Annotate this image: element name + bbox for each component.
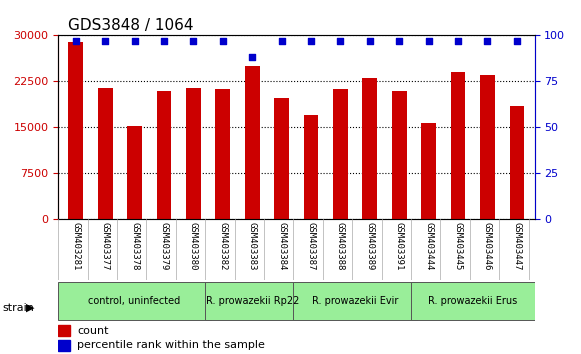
FancyBboxPatch shape [205, 282, 299, 320]
Bar [451, 72, 465, 219]
Point [248, 55, 257, 60]
Point [189, 38, 198, 44]
Text: control, uninfected: control, uninfected [88, 296, 181, 306]
Text: GSM403383: GSM403383 [248, 222, 257, 271]
Text: percentile rank within the sample: percentile rank within the sample [77, 341, 265, 350]
Bar [58, 340, 70, 351]
Point [483, 38, 492, 44]
Text: GSM403384: GSM403384 [277, 222, 286, 271]
Bar [274, 98, 289, 219]
Bar [333, 89, 348, 219]
Bar [392, 91, 407, 219]
Text: R. prowazekii Rp22: R. prowazekii Rp22 [206, 296, 299, 306]
Point [71, 38, 80, 44]
Bar [510, 106, 524, 219]
Text: GSM403447: GSM403447 [512, 222, 521, 271]
FancyBboxPatch shape [411, 282, 535, 320]
Bar [186, 87, 200, 219]
Text: GSM403389: GSM403389 [365, 222, 374, 271]
Point [394, 38, 404, 44]
Point [424, 38, 433, 44]
Text: GSM403380: GSM403380 [189, 222, 198, 271]
Text: GDS3848 / 1064: GDS3848 / 1064 [67, 18, 193, 33]
Text: GSM403445: GSM403445 [454, 222, 462, 271]
Bar [69, 41, 83, 219]
Text: GSM403388: GSM403388 [336, 222, 345, 271]
Text: strain: strain [3, 303, 35, 313]
Bar [157, 91, 171, 219]
Point [277, 38, 286, 44]
FancyBboxPatch shape [293, 282, 417, 320]
Text: GSM403387: GSM403387 [307, 222, 315, 271]
Bar [304, 115, 318, 219]
FancyBboxPatch shape [58, 282, 211, 320]
Text: GSM403281: GSM403281 [71, 222, 80, 271]
Point [365, 38, 375, 44]
Point [336, 38, 345, 44]
Text: R. prowazekii Evir: R. prowazekii Evir [312, 296, 399, 306]
Bar [363, 78, 377, 219]
Point [306, 38, 315, 44]
Point [218, 38, 227, 44]
Text: count: count [77, 326, 109, 336]
Bar [245, 66, 260, 219]
Bar [58, 325, 70, 336]
Text: GSM403444: GSM403444 [424, 222, 433, 271]
Bar [421, 122, 436, 219]
Bar [127, 126, 142, 219]
Text: R. prowazekii Erus: R. prowazekii Erus [428, 296, 518, 306]
Bar [216, 89, 230, 219]
Text: ▶: ▶ [26, 303, 35, 313]
Point [159, 38, 168, 44]
Point [101, 38, 110, 44]
Point [512, 38, 522, 44]
Text: GSM403446: GSM403446 [483, 222, 492, 271]
Text: GSM403379: GSM403379 [159, 222, 168, 271]
Bar [480, 75, 495, 219]
Point [130, 38, 139, 44]
Text: GSM403377: GSM403377 [101, 222, 110, 271]
Text: GSM403382: GSM403382 [218, 222, 227, 271]
Text: GSM403378: GSM403378 [130, 222, 139, 271]
Text: GSM403391: GSM403391 [394, 222, 404, 271]
Point [453, 38, 462, 44]
Bar [98, 87, 113, 219]
